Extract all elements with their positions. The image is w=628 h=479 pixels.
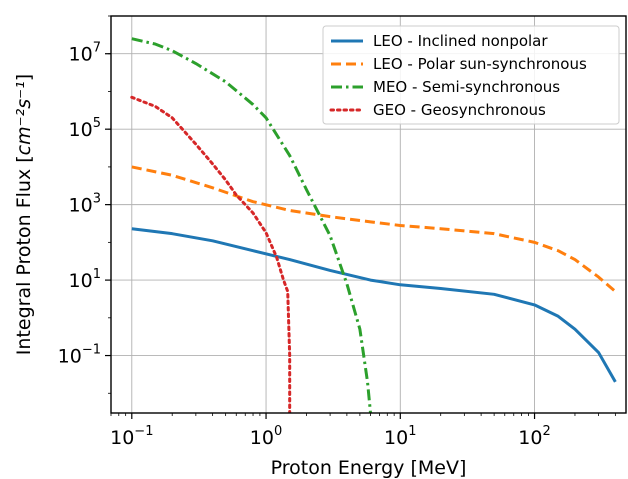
series-line-1 [131,165,617,293]
y-tick-label-base-3: 10 [69,119,93,141]
x-tick-label-exp-2: 1 [408,424,416,439]
x-tick-label-base-1: 10 [250,427,274,449]
x-axis-ticks: 10−1 100 101 102 [110,413,551,449]
legend-label-0: LEO - Inclined nonpolar [373,32,548,50]
x-tick-label-0: 10−1 [110,424,153,449]
series-line-0 [131,227,617,383]
x-tick-label-base-0: 10 [110,427,134,449]
x-tick-label-3: 102 [518,424,550,449]
y-tick-label-exp-4: 7 [93,41,101,56]
series-layer [130,37,617,413]
y-axis-label-units: cm⁻²s⁻¹ [13,81,35,155]
y-tick-label-base-0: 10 [58,346,82,368]
legend-label-3: GEO - Geosynchronous [373,101,546,119]
y-tick-label-base-1: 10 [69,270,93,292]
y-tick-label-exp-0: −1 [82,343,101,358]
x-tick-label-exp-3: 2 [542,424,550,439]
y-tick-label-1: 101 [69,267,101,292]
x-tick-label-exp-1: 0 [274,424,282,439]
y-axis-label-main: Integral Proton Flux [ [13,155,35,355]
x-tick-label-1: 100 [250,424,282,449]
x-tick-label-2: 101 [384,424,416,449]
legend: LEO - Inclined nonpolar LEO - Polar sun-s… [322,25,620,125]
legend-label-1: LEO - Polar sun-synchronous [373,55,587,73]
y-tick-label-exp-1: 1 [93,267,101,282]
plot-frame [110,15,627,414]
x-tick-label-exp-0: −1 [134,424,153,439]
y-tick-label-base-2: 10 [69,195,93,217]
y-axis-label-close: ] [13,74,35,81]
y-axis-label: Integral Proton Flux [cm⁻²s⁻¹] [13,74,35,355]
y-tick-label-exp-2: 3 [93,192,101,207]
legend-box [322,25,620,125]
x-axis-label: Proton Energy [MeV] [271,457,467,479]
legend-label-2: MEO - Semi-synchronous [373,78,560,96]
y-tick-label-0: 10−1 [58,343,101,368]
y-tick-label-exp-3: 5 [93,116,101,131]
x-tick-label-base-3: 10 [518,427,542,449]
x-tick-label-base-2: 10 [384,427,408,449]
y-tick-label-4: 107 [69,41,101,66]
series-line-3 [130,95,292,413]
series-line-2 [131,37,373,413]
y-tick-label-2: 103 [69,192,101,217]
y-tick-label-3: 105 [69,116,101,141]
y-tick-label-base-4: 10 [69,44,93,66]
